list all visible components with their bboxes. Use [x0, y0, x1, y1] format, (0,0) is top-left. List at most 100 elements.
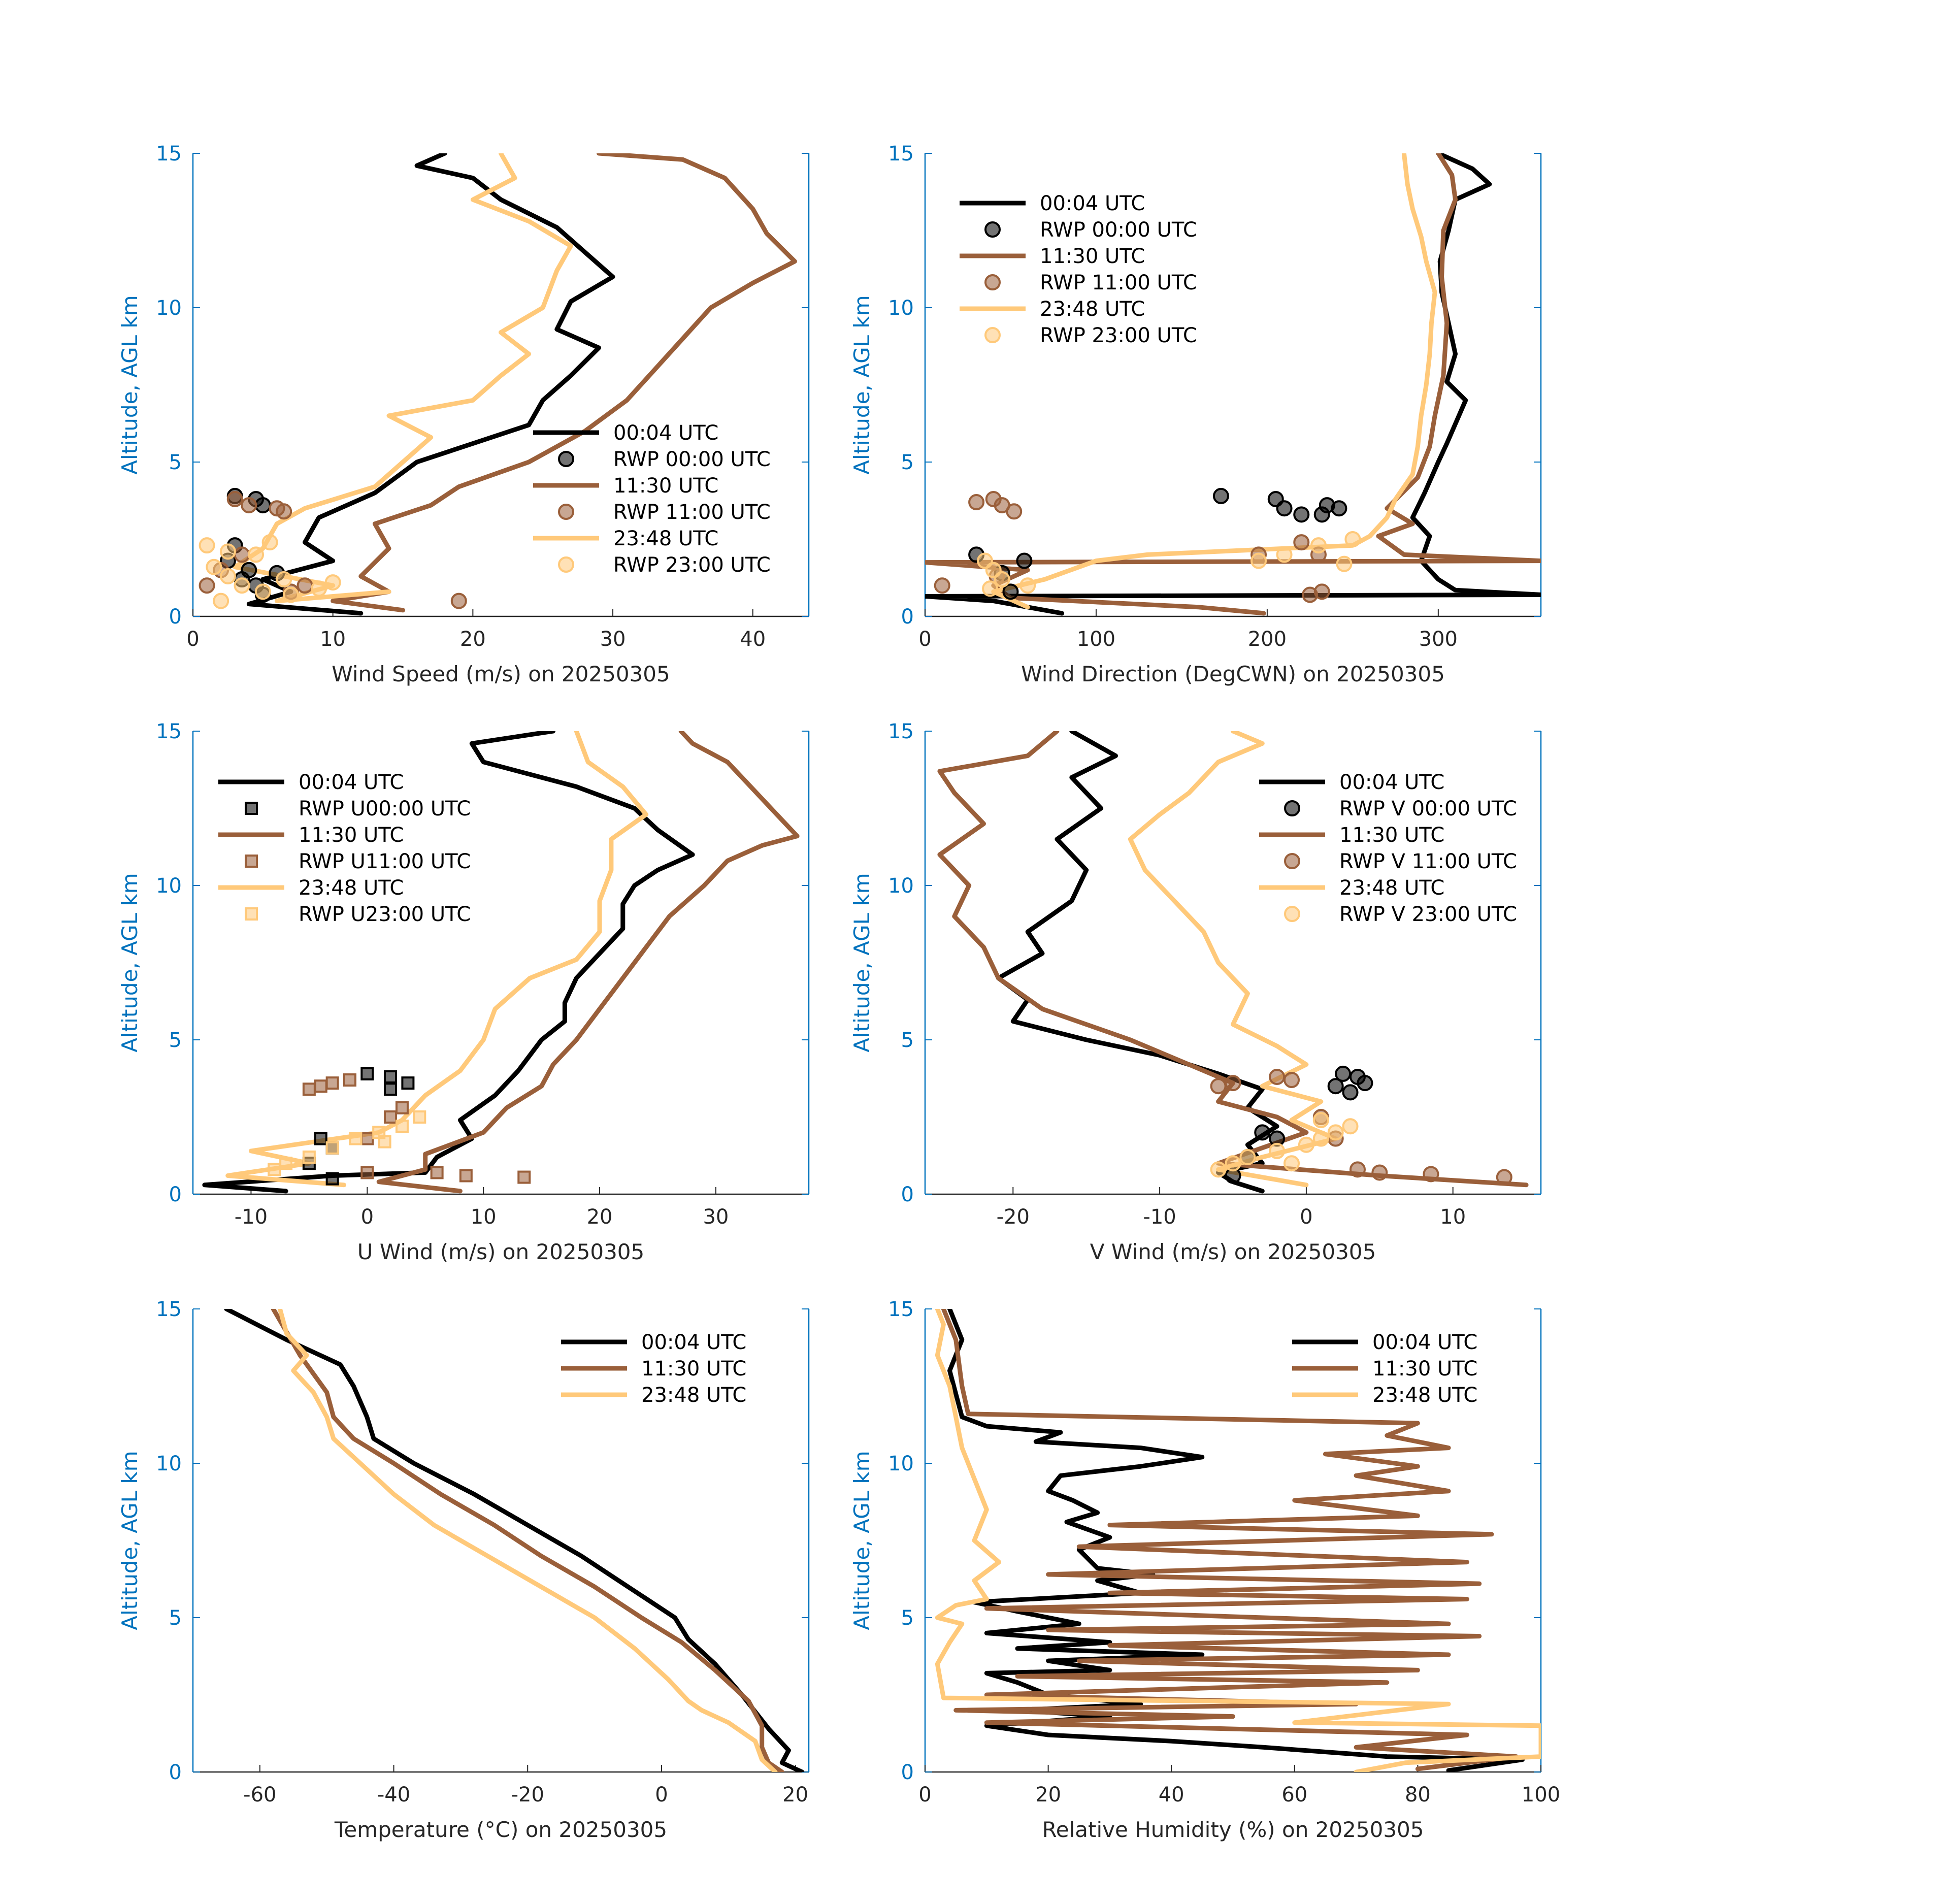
series-line-5 — [225, 731, 649, 1188]
x-axis-label: Temperature (°C) on 20250305 — [334, 1817, 667, 1842]
data-point-circle — [1331, 500, 1347, 517]
data-point-circle — [1344, 531, 1361, 547]
y-tick-label: 5 — [901, 1029, 914, 1052]
legend-label: RWP U11:00 UTC — [299, 850, 471, 873]
data-point-circle — [968, 494, 985, 511]
legend: 00:04 UTC RWP 00:00 UTC 11:30 UTC RWP 11:00… — [960, 192, 1197, 347]
x-tick-label: 100 — [1522, 1783, 1560, 1807]
chart-data-area — [937, 731, 1529, 1194]
x-axis-label: Wind Direction (DegCWN) on 20250305 — [1021, 662, 1445, 686]
data-point-circle — [213, 593, 229, 609]
legend-label: 11:30 UTC — [299, 824, 404, 847]
y-tick-label: 0 — [901, 1761, 914, 1784]
data-point-circle — [311, 580, 327, 597]
legend-label: 23:48 UTC — [1339, 876, 1444, 900]
chart-panel-1: 0 10 20 30 40 0 5 10 15 Wind Speed (m/s) on 20250… — [117, 142, 810, 686]
legend-label: 11:30 UTC — [613, 474, 718, 498]
data-point-circle — [1002, 583, 1019, 600]
legend-circle-swatch — [1284, 853, 1300, 869]
legend-label: 23:48 UTC — [299, 876, 404, 900]
series-line-5 — [991, 153, 1437, 610]
data-point-circle — [1496, 1169, 1512, 1186]
data-point-circle — [1293, 534, 1310, 551]
data-point-square — [360, 1067, 374, 1080]
series-line-2 — [271, 1309, 784, 1772]
x-axis-label: U Wind (m/s) on 20250305 — [357, 1239, 645, 1264]
series-line-3 — [935, 1309, 1541, 1772]
data-point-circle — [1312, 1112, 1329, 1129]
legend-square-swatch — [245, 907, 258, 921]
data-point-circle — [1327, 1078, 1344, 1095]
data-point-square — [302, 1082, 316, 1096]
data-point-circle — [234, 546, 250, 563]
series-line-1 — [925, 153, 1541, 616]
data-point-square — [268, 1163, 281, 1176]
legend-circle-swatch — [1284, 906, 1300, 922]
data-point-square — [395, 1101, 409, 1114]
x-axis-label: Wind Speed (m/s) on 20250305 — [332, 662, 670, 686]
chart-data-area — [935, 1309, 1541, 1772]
legend: 00:04 UTC 11:30 UTC 23:48 UTC — [1292, 1331, 1477, 1407]
legend-label: RWP 23:00 UTC — [613, 553, 771, 577]
x-tick-label: 30 — [600, 628, 626, 651]
legend-label: RWP 00:00 UTC — [1040, 218, 1197, 242]
legend-circle-swatch — [984, 327, 1001, 343]
data-point-circle — [1313, 583, 1330, 600]
y-axis-label: Altitude, AGL km — [849, 1451, 874, 1630]
y-tick-label: 10 — [156, 297, 182, 320]
data-point-circle — [994, 571, 1010, 588]
chart-data-area — [202, 731, 800, 1194]
legend-label: 00:04 UTC — [299, 771, 404, 794]
data-point-circle — [450, 593, 467, 609]
chart-panel-3: -10 0 10 20 30 0 5 10 15 U Wind (m/s) on 20250305… — [117, 720, 810, 1264]
series-line-3 — [331, 153, 797, 613]
data-point-circle — [1210, 1078, 1227, 1095]
data-point-circle — [1225, 1075, 1241, 1092]
x-tick-label: 80 — [1405, 1783, 1431, 1807]
data-point-circle — [1250, 552, 1267, 569]
legend-circle-swatch — [558, 451, 574, 467]
y-tick-label: 0 — [901, 1183, 914, 1206]
x-tick-label: 10 — [1440, 1205, 1466, 1229]
data-point-circle — [254, 583, 271, 600]
data-point-circle — [1283, 1072, 1300, 1089]
y-tick-label: 0 — [169, 1761, 182, 1784]
legend-label: RWP U23:00 UTC — [299, 903, 471, 926]
data-point-square — [314, 1132, 327, 1145]
legend-label: 11:30 UTC — [1040, 245, 1145, 268]
y-tick-label: 0 — [901, 605, 914, 629]
legend-label: 23:48 UTC — [1040, 298, 1145, 321]
x-tick-label: -20 — [511, 1783, 544, 1807]
data-point-circle — [219, 543, 236, 560]
series-line-1 — [202, 731, 695, 1194]
data-point-circle — [1342, 1118, 1359, 1135]
data-point-circle — [1225, 1155, 1241, 1172]
legend-circle-swatch — [984, 221, 1001, 238]
data-point-circle — [1312, 1130, 1329, 1147]
data-point-square — [279, 1157, 293, 1170]
legend: 00:04 UTC RWP 00:00 UTC 11:30 UTC RWP 11:00… — [533, 421, 771, 577]
x-tick-label: 0 — [1300, 1205, 1312, 1229]
legend-label: 23:48 UTC — [613, 527, 718, 550]
x-tick-label: 0 — [655, 1783, 668, 1807]
x-axis-label: V Wind (m/s) on 20250305 — [1090, 1239, 1376, 1264]
data-point-square — [343, 1073, 356, 1087]
x-tick-label: 100 — [1077, 628, 1115, 651]
data-point-circle — [1310, 537, 1327, 554]
data-point-square — [360, 1132, 374, 1145]
y-tick-label: 5 — [169, 451, 182, 474]
legend: 00:04 UTC RWP V 00:00 UTC 11:30 UTC RWP V 1… — [1259, 771, 1517, 926]
legend-label: RWP U00:00 UTC — [299, 797, 471, 820]
chart-data-area — [199, 153, 797, 616]
data-point-circle — [1336, 555, 1353, 572]
y-tick-label: 15 — [888, 142, 914, 166]
y-tick-label: 5 — [169, 1029, 182, 1052]
y-tick-label: 0 — [169, 605, 182, 629]
data-point-circle — [1006, 503, 1023, 520]
x-tick-label: 40 — [740, 628, 766, 651]
data-point-circle — [276, 571, 292, 588]
x-tick-label: 0 — [918, 628, 931, 651]
x-tick-label: 0 — [361, 1205, 374, 1229]
legend-label: 00:04 UTC — [641, 1331, 746, 1354]
